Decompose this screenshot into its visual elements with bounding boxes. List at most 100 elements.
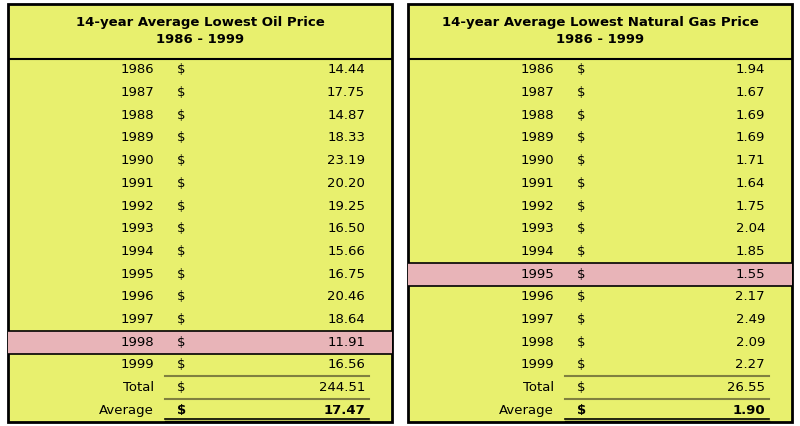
Text: $: $ <box>577 200 586 213</box>
Text: 17.75: 17.75 <box>327 86 365 99</box>
Text: $: $ <box>577 291 586 303</box>
Text: 1.75: 1.75 <box>735 200 765 213</box>
Text: 1992: 1992 <box>520 200 554 213</box>
Text: 18.64: 18.64 <box>327 313 365 326</box>
Text: 26.55: 26.55 <box>727 381 765 394</box>
Text: 1990: 1990 <box>120 154 154 167</box>
Text: 1996: 1996 <box>120 291 154 303</box>
Text: $: $ <box>577 222 586 235</box>
Text: $: $ <box>577 132 586 144</box>
Text: 1991: 1991 <box>520 177 554 190</box>
Text: 1.67: 1.67 <box>736 86 765 99</box>
Text: 1997: 1997 <box>520 313 554 326</box>
Text: $: $ <box>177 109 186 122</box>
Text: 14.87: 14.87 <box>327 109 365 122</box>
Text: $: $ <box>177 63 186 76</box>
Text: 1.69: 1.69 <box>736 109 765 122</box>
Text: 1987: 1987 <box>120 86 154 99</box>
Text: $: $ <box>577 359 586 371</box>
Text: 14-year Average Lowest Oil Price
1986 - 1999: 14-year Average Lowest Oil Price 1986 - … <box>76 16 324 46</box>
Text: $: $ <box>577 313 586 326</box>
Text: 16.75: 16.75 <box>327 268 365 281</box>
Text: 2.17: 2.17 <box>735 291 765 303</box>
Text: 1990: 1990 <box>520 154 554 167</box>
Text: $: $ <box>177 313 186 326</box>
Text: $: $ <box>577 404 586 417</box>
Text: 1994: 1994 <box>520 245 554 258</box>
Text: 14.44: 14.44 <box>327 63 365 76</box>
Bar <box>408 263 792 285</box>
Text: $: $ <box>577 268 586 281</box>
Text: $: $ <box>177 404 186 417</box>
Text: 1993: 1993 <box>520 222 554 235</box>
Text: 1.55: 1.55 <box>735 268 765 281</box>
Text: 1.94: 1.94 <box>736 63 765 76</box>
Text: 1992: 1992 <box>120 200 154 213</box>
Text: 16.56: 16.56 <box>327 359 365 371</box>
Text: Average: Average <box>499 404 554 417</box>
Text: $: $ <box>177 222 186 235</box>
Text: 2.27: 2.27 <box>735 359 765 371</box>
Text: 1.85: 1.85 <box>736 245 765 258</box>
Bar <box>8 331 392 354</box>
Text: $: $ <box>577 154 586 167</box>
Text: 1.64: 1.64 <box>736 177 765 190</box>
Text: Total: Total <box>122 381 154 394</box>
Text: 2.49: 2.49 <box>736 313 765 326</box>
Text: $: $ <box>577 381 586 394</box>
Text: $: $ <box>177 291 186 303</box>
Text: 1989: 1989 <box>120 132 154 144</box>
Text: $: $ <box>177 381 186 394</box>
Text: 1987: 1987 <box>520 86 554 99</box>
Text: 2.09: 2.09 <box>736 336 765 349</box>
Text: 1997: 1997 <box>120 313 154 326</box>
Text: $: $ <box>577 245 586 258</box>
Text: 1996: 1996 <box>520 291 554 303</box>
Text: $: $ <box>177 132 186 144</box>
Text: 1.90: 1.90 <box>733 404 765 417</box>
Text: 1986: 1986 <box>120 63 154 76</box>
Text: 23.19: 23.19 <box>327 154 365 167</box>
Text: 2.04: 2.04 <box>736 222 765 235</box>
Text: 18.33: 18.33 <box>327 132 365 144</box>
Text: 19.25: 19.25 <box>327 200 365 213</box>
Text: $: $ <box>177 359 186 371</box>
Text: 20.46: 20.46 <box>327 291 365 303</box>
Text: 1998: 1998 <box>120 336 154 349</box>
Text: 1995: 1995 <box>520 268 554 281</box>
Text: $: $ <box>577 109 586 122</box>
Text: $: $ <box>177 86 186 99</box>
Text: 14-year Average Lowest Natural Gas Price
1986 - 1999: 14-year Average Lowest Natural Gas Price… <box>442 16 758 46</box>
Text: 1991: 1991 <box>120 177 154 190</box>
Text: 1993: 1993 <box>120 222 154 235</box>
Text: $: $ <box>577 177 586 190</box>
Text: 244.51: 244.51 <box>318 381 365 394</box>
Text: 1.69: 1.69 <box>736 132 765 144</box>
Text: 1999: 1999 <box>520 359 554 371</box>
Text: 1998: 1998 <box>520 336 554 349</box>
Text: $: $ <box>577 63 586 76</box>
Text: 1994: 1994 <box>120 245 154 258</box>
Text: 1999: 1999 <box>120 359 154 371</box>
Text: $: $ <box>177 336 186 349</box>
Text: 15.66: 15.66 <box>327 245 365 258</box>
Text: $: $ <box>577 336 586 349</box>
Text: 16.50: 16.50 <box>327 222 365 235</box>
Text: Average: Average <box>99 404 154 417</box>
Text: 1988: 1988 <box>120 109 154 122</box>
Text: 1.71: 1.71 <box>735 154 765 167</box>
Text: 1995: 1995 <box>120 268 154 281</box>
Text: Total: Total <box>522 381 554 394</box>
Text: 11.91: 11.91 <box>327 336 365 349</box>
Text: $: $ <box>177 245 186 258</box>
Text: $: $ <box>177 200 186 213</box>
Text: 1986: 1986 <box>520 63 554 76</box>
Text: $: $ <box>177 268 186 281</box>
Text: 20.20: 20.20 <box>327 177 365 190</box>
Text: 1989: 1989 <box>520 132 554 144</box>
Text: $: $ <box>177 177 186 190</box>
Text: $: $ <box>577 86 586 99</box>
Text: 17.47: 17.47 <box>323 404 365 417</box>
Text: 1988: 1988 <box>520 109 554 122</box>
Text: $: $ <box>177 154 186 167</box>
